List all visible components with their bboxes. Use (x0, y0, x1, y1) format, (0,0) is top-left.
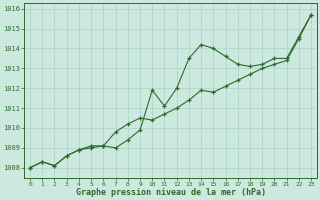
X-axis label: Graphe pression niveau de la mer (hPa): Graphe pression niveau de la mer (hPa) (76, 188, 266, 197)
